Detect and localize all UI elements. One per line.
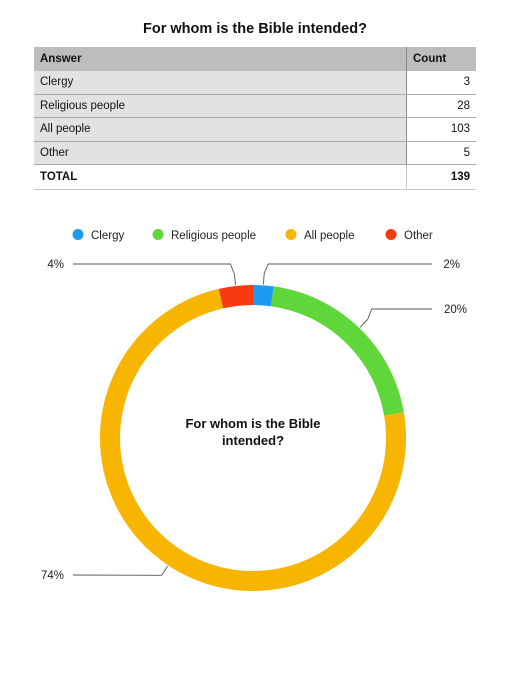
column-header-count: Count	[406, 47, 476, 71]
center-title-line: For whom is the Bible	[185, 416, 320, 431]
legend-swatch	[285, 229, 297, 240]
count-cell: 5	[406, 141, 476, 165]
leader-line	[72, 565, 168, 576]
donut-slices	[99, 285, 407, 591]
legend-label: Religious people	[171, 230, 256, 242]
legend-label: All people	[304, 230, 355, 242]
legend-label: Clergy	[91, 230, 124, 242]
leader-line	[262, 263, 432, 285]
answer-cell: Clergy	[34, 71, 407, 95]
table-row: Other 5	[34, 141, 476, 165]
legend-swatch	[385, 229, 397, 240]
total-value: 139	[406, 164, 476, 190]
donut-slice	[218, 285, 253, 309]
donut-slice	[270, 286, 404, 416]
legend-swatch	[152, 229, 164, 240]
table-row: All people 103	[34, 117, 476, 142]
total-label: TOTAL	[34, 164, 407, 190]
answer-table: Answer Count Clergy 3 Religious people 2…	[34, 47, 476, 190]
table-row: Religious people 28	[34, 94, 476, 118]
leader-lines	[72, 263, 432, 576]
percent-label: 4%	[47, 259, 64, 271]
leader-line	[359, 308, 432, 328]
total-row: TOTAL 139	[34, 164, 476, 190]
table-row: Clergy 3	[34, 71, 476, 95]
percent-label: 2%	[443, 259, 460, 271]
donut-slice	[253, 285, 274, 307]
legend-label: Other	[404, 230, 433, 242]
answer-cell: Other	[34, 141, 407, 165]
donut-center-title: For whom is the Bible intended?	[185, 416, 320, 448]
center-title-line: intended?	[222, 433, 284, 448]
count-cell: 103	[406, 117, 476, 142]
percent-label: 74%	[41, 570, 64, 582]
column-header-answer: Answer	[34, 47, 407, 71]
donut-chart: Clergy Religious people All people Other 2%…	[41, 229, 467, 591]
count-cell: 28	[406, 94, 476, 118]
count-cell: 3	[406, 71, 476, 95]
percent-label: 20%	[444, 304, 467, 316]
percent-labels: 2% 20% 74% 4%	[41, 259, 467, 582]
chart-legend: Clergy Religious people All people Other	[72, 229, 433, 242]
leader-line	[73, 263, 237, 286]
page-title: For whom is the Bible intended?	[143, 21, 367, 37]
answer-cell: All people	[34, 117, 407, 142]
answer-cell: Religious people	[34, 94, 407, 118]
table-header-row: Answer Count	[34, 47, 476, 71]
legend-swatch	[72, 229, 84, 240]
